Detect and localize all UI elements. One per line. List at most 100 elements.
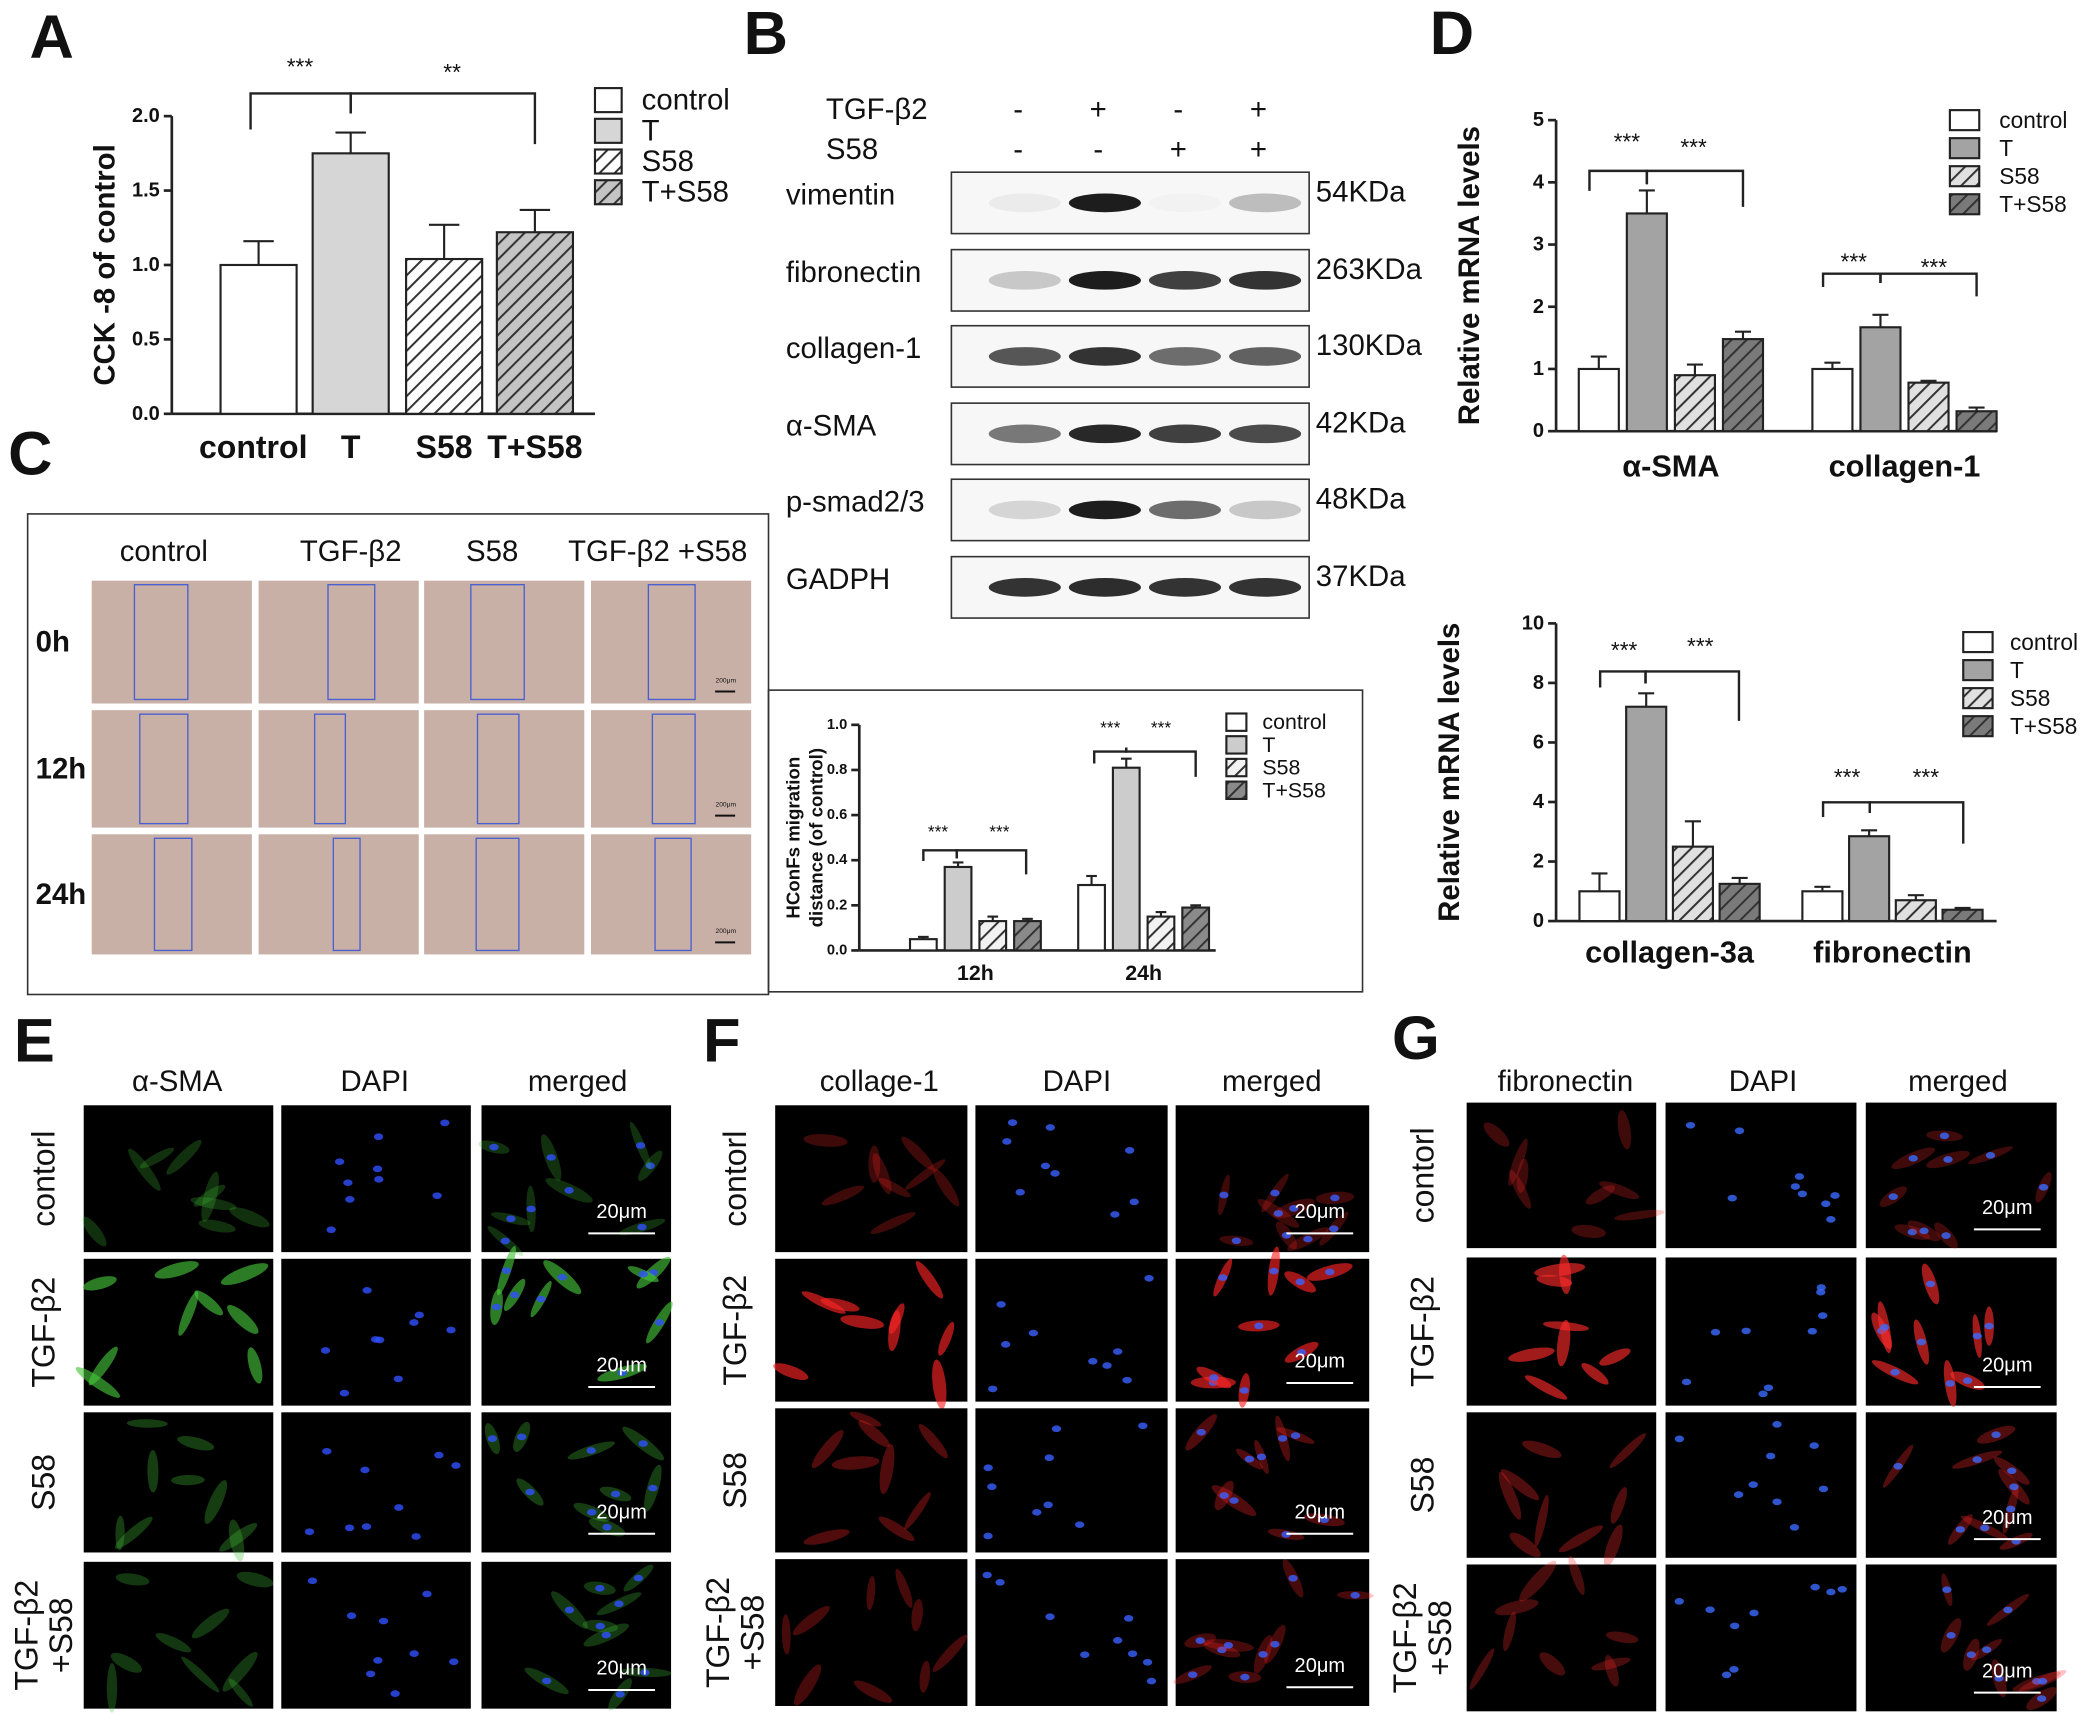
micrograph bbox=[91, 710, 252, 828]
significance-bracket bbox=[249, 92, 352, 130]
nucleus bbox=[1674, 1435, 1685, 1443]
cell-stain bbox=[114, 1516, 153, 1549]
cell-stain bbox=[1483, 1122, 1510, 1147]
treatment-sign: - bbox=[1173, 93, 1183, 126]
cell-stain bbox=[803, 1529, 850, 1545]
nucleus bbox=[1050, 1170, 1060, 1177]
nucleus bbox=[1113, 1637, 1123, 1644]
cell-signals bbox=[304, 1447, 461, 1540]
cell-stain bbox=[1508, 1138, 1528, 1186]
nucleus bbox=[638, 1440, 648, 1447]
legend-swatch bbox=[1225, 735, 1248, 755]
nucleus bbox=[1837, 1585, 1847, 1593]
blot-band bbox=[1148, 578, 1222, 597]
nucleus bbox=[1044, 1454, 1054, 1462]
nucleus bbox=[1908, 1154, 1918, 1162]
nucleus bbox=[346, 1612, 357, 1620]
nucleus bbox=[1002, 1138, 1012, 1145]
y-tick-label: 2 bbox=[1533, 851, 1544, 873]
column-label: merged bbox=[1222, 1065, 1322, 1098]
micrograph bbox=[258, 580, 419, 704]
nucleus bbox=[1329, 1225, 1339, 1233]
legend-label: control bbox=[1262, 710, 1326, 734]
significance-bracket bbox=[1644, 670, 1741, 721]
cell-stain bbox=[872, 1153, 892, 1195]
x-tick-label: S58 bbox=[416, 429, 473, 465]
bar bbox=[1941, 908, 1984, 923]
cell-stain bbox=[1500, 1469, 1540, 1501]
nucleus bbox=[487, 1435, 498, 1442]
cell-stain bbox=[911, 1599, 923, 1632]
fluorescence-image bbox=[975, 1408, 1168, 1553]
legend-swatch bbox=[593, 87, 623, 114]
nucleus bbox=[1188, 1671, 1198, 1679]
nucleus bbox=[983, 1464, 993, 1472]
x-tick-label: T bbox=[341, 429, 361, 465]
micrograph bbox=[590, 710, 752, 828]
nucleus bbox=[2037, 1677, 2048, 1685]
nucleus bbox=[516, 1433, 527, 1441]
wound-region bbox=[651, 713, 696, 825]
nucleus bbox=[1051, 1425, 1062, 1433]
y-tick-label: 0.0 bbox=[132, 403, 160, 425]
cell-stain bbox=[177, 1436, 215, 1451]
row-label: 24h bbox=[36, 878, 87, 911]
column-label: DAPI bbox=[1729, 1065, 1798, 1098]
nucleus bbox=[1816, 1284, 1826, 1291]
cell-stain bbox=[1568, 1555, 1585, 1595]
significance-label: *** bbox=[1834, 764, 1861, 790]
nucleus bbox=[1985, 1151, 1996, 1159]
nucleus bbox=[1794, 1173, 1805, 1180]
nucleus bbox=[1102, 1362, 1112, 1369]
legend-swatch bbox=[1962, 687, 1994, 710]
cell-stain bbox=[879, 1443, 895, 1495]
legend-label: S58 bbox=[2010, 685, 2050, 711]
legend-swatch bbox=[593, 117, 623, 144]
nucleus bbox=[1124, 1147, 1135, 1154]
legend-label: T bbox=[642, 114, 660, 147]
cell-stain bbox=[1585, 1185, 1616, 1205]
significance-label: *** bbox=[1611, 637, 1638, 663]
blot-band bbox=[988, 578, 1061, 597]
column-label: collage-1 bbox=[820, 1065, 939, 1098]
nucleus bbox=[1925, 1280, 1936, 1288]
nucleus bbox=[615, 1690, 625, 1698]
wound-region bbox=[475, 837, 520, 952]
nucleus bbox=[374, 1175, 384, 1183]
panel-label: B bbox=[744, 0, 788, 68]
legend-label: T+S58 bbox=[1999, 191, 2066, 217]
scale-label: 20μm bbox=[1982, 1507, 2032, 1529]
micrograph bbox=[91, 834, 252, 955]
cell-stain bbox=[895, 1568, 913, 1608]
legend-swatch bbox=[1225, 757, 1248, 778]
cell-stain bbox=[155, 1633, 192, 1653]
treatment-sign: - bbox=[1093, 133, 1103, 166]
nucleus bbox=[434, 1451, 444, 1459]
x-tick-label: fibronectin bbox=[1813, 934, 1972, 969]
nucleus bbox=[1269, 1267, 1279, 1275]
cell-stain bbox=[1502, 1611, 1517, 1652]
cell-signals bbox=[1498, 1433, 1646, 1567]
blot-band bbox=[1149, 194, 1221, 213]
legend-label: control bbox=[1999, 107, 2067, 133]
nucleus bbox=[2009, 1483, 2019, 1491]
protein-label: p-smad2/3 bbox=[786, 485, 925, 518]
cell-stain bbox=[904, 1492, 931, 1530]
cell-stain bbox=[201, 1171, 219, 1222]
cell-stain bbox=[171, 1474, 205, 1486]
panel-label: C bbox=[8, 419, 52, 488]
bar bbox=[1578, 890, 1621, 923]
significance-bracket bbox=[1125, 747, 1197, 777]
nucleus bbox=[1113, 1348, 1123, 1355]
cell-stain bbox=[901, 1136, 934, 1170]
nucleus bbox=[334, 1158, 345, 1166]
bar bbox=[1718, 882, 1761, 923]
scale-label: 20μm bbox=[596, 1501, 646, 1523]
column-label: merged bbox=[1908, 1065, 2008, 1098]
cell-stain bbox=[821, 1185, 865, 1206]
nucleus bbox=[1941, 1232, 1951, 1239]
cell-signals bbox=[781, 1568, 968, 1706]
column-label: merged bbox=[528, 1065, 628, 1098]
cell-signals bbox=[114, 1419, 258, 1562]
nucleus bbox=[1681, 1378, 1692, 1386]
